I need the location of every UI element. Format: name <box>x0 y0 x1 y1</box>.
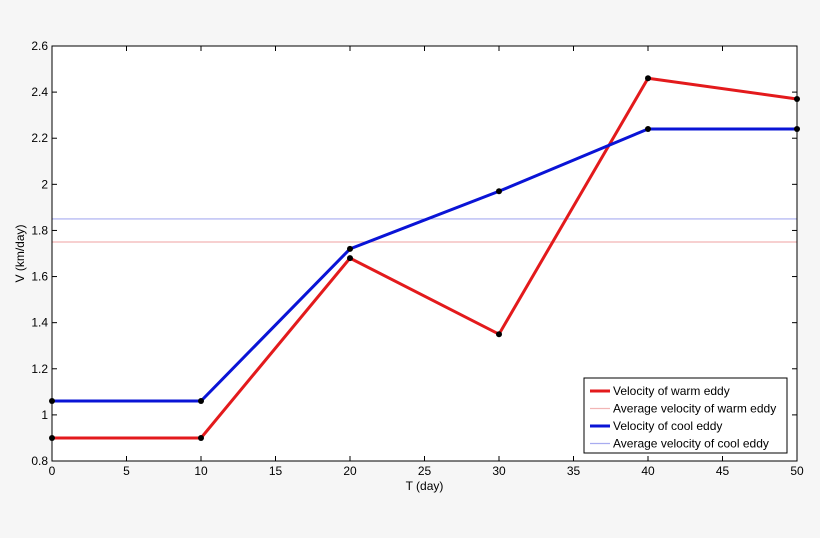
data-point-2-3 <box>347 245 353 252</box>
x-tick-label: 15 <box>269 464 283 478</box>
data-point-2-5 <box>645 126 651 132</box>
series-line-1 <box>52 76 798 440</box>
legend-label-3: Velocity of cool eddy <box>613 419 722 433</box>
y-tick-label: 0.8 <box>31 454 48 468</box>
x-tick-label: 45 <box>716 464 730 478</box>
y-tick-label: 1.2 <box>31 362 48 376</box>
x-tick-label: 30 <box>492 464 506 478</box>
x-tick-label: 40 <box>641 464 655 478</box>
data-point-2-2 <box>198 398 204 405</box>
legend <box>583 377 788 454</box>
legend-label-1: Velocity of warm eddy <box>613 384 730 398</box>
legend-label-4: Average velocity of cool eddy <box>613 437 769 451</box>
data-point-1-4 <box>496 331 502 338</box>
x-tick-label: 35 <box>567 464 581 478</box>
y-tick-label: 1 <box>41 408 48 422</box>
x-axis-label: T (day) <box>406 479 444 493</box>
data-point-1-3 <box>347 255 353 262</box>
x-tick-label: 5 <box>123 464 130 478</box>
legend-label-2: Average velocity of warm eddy <box>613 402 776 416</box>
y-tick-label: 1.8 <box>31 223 48 237</box>
data-point-1-5 <box>645 75 651 82</box>
x-tick-label: 50 <box>790 464 804 478</box>
data-point-1-2 <box>198 434 204 441</box>
y-tick-label: 2.2 <box>31 131 48 145</box>
series-line-2 <box>52 127 797 403</box>
x-tick-label: 10 <box>194 464 208 478</box>
x-tick-label: 0 <box>49 464 56 478</box>
y-tick-label: 2 <box>41 177 48 191</box>
x-tick-label: 20 <box>343 464 357 478</box>
data-point-2-4 <box>496 188 502 195</box>
y-tick-label: 2.6 <box>31 39 48 53</box>
y-axis-label: V (km/day) <box>13 224 27 282</box>
y-tick-label: 1.4 <box>31 316 48 330</box>
x-tick-label: 25 <box>418 464 432 478</box>
y-tick-label: 1.6 <box>31 270 48 284</box>
y-tick-label: 2.4 <box>31 85 48 99</box>
